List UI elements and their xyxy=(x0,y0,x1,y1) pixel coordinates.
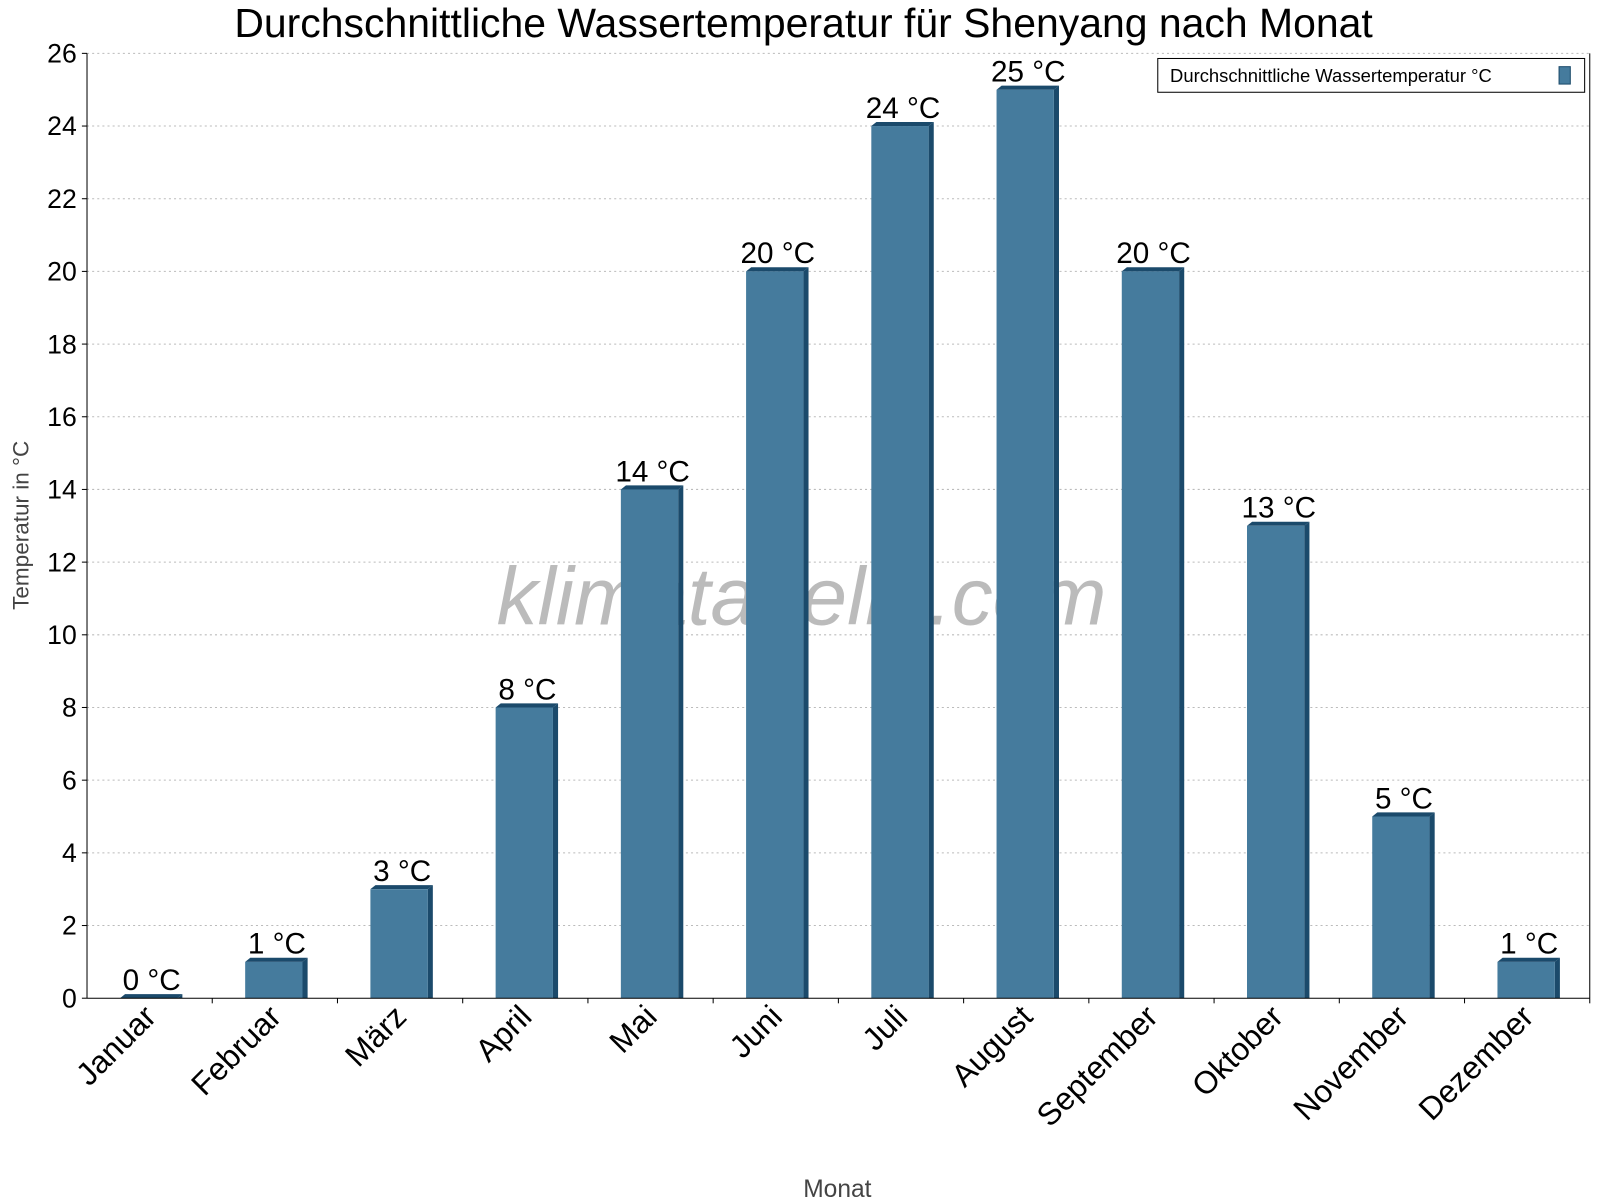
data-label: 25 °C xyxy=(991,56,1066,89)
bars: 0 °C 1 °C 3 °C 8 °C 14 °C 20 °C 24 °C 25 °C 20 °… xyxy=(119,56,1560,999)
bar xyxy=(495,707,553,999)
data-label: 13 °C xyxy=(1241,492,1316,525)
bar-top xyxy=(1497,957,1560,962)
bar-top xyxy=(871,121,934,127)
y-tick-label: 26 xyxy=(47,39,77,69)
bar xyxy=(1497,961,1555,999)
x-tick-label: Dezember xyxy=(1411,998,1540,1127)
bar-top xyxy=(370,885,433,890)
bar xyxy=(370,889,428,999)
bar xyxy=(1121,271,1180,999)
x-tick-label: August xyxy=(944,998,1039,1093)
bar-side xyxy=(928,121,934,999)
chart-title: Durchschnittliche Wassertemperatur für S… xyxy=(234,0,1373,46)
bar-side xyxy=(1179,267,1185,999)
x-tick-label: Oktober xyxy=(1185,998,1291,1104)
y-tick-label: 20 xyxy=(47,257,77,287)
data-label: 14 °C xyxy=(615,455,690,488)
legend: Durchschnittliche Wassertemperatur °C xyxy=(1157,57,1586,93)
bar-side xyxy=(1053,85,1059,999)
bar-side xyxy=(552,703,559,999)
y-tick-label: 24 xyxy=(47,111,77,141)
x-tick-label: November xyxy=(1286,998,1415,1127)
bar xyxy=(871,126,929,999)
y-tick-label: 12 xyxy=(47,547,77,577)
bar-side xyxy=(302,957,308,999)
y-tick-label: 2 xyxy=(62,911,77,941)
y-tick-label: 6 xyxy=(62,765,77,795)
bar-top xyxy=(620,485,684,490)
x-tick-label: Januar xyxy=(69,998,163,1092)
bar xyxy=(620,489,679,999)
x-tick-label: Juni xyxy=(722,998,789,1065)
y-tick-label: 0 xyxy=(62,983,77,1013)
data-label: 3 °C xyxy=(373,855,431,888)
bar-side xyxy=(678,485,684,999)
data-label: 20 °C xyxy=(1116,237,1191,270)
y-tick-label: 16 xyxy=(47,402,77,432)
bar-side xyxy=(803,267,809,999)
y-axis-label: Temperatur in °C xyxy=(9,441,34,610)
y-tick-label: 4 xyxy=(62,838,77,868)
bar-top xyxy=(119,994,183,999)
x-tick-label: Mai xyxy=(602,998,664,1060)
bar-top xyxy=(495,703,559,708)
y-tick-label: 18 xyxy=(47,329,77,359)
bar xyxy=(1372,816,1430,999)
x-tick-label: April xyxy=(468,998,538,1068)
bar xyxy=(746,271,804,999)
x-tick-label: September xyxy=(1029,998,1164,1133)
data-label: 24 °C xyxy=(866,92,941,125)
y-tick-label: 14 xyxy=(47,475,77,505)
bar-top xyxy=(1372,812,1435,817)
bar-top xyxy=(996,85,1059,90)
x-tick-label: Juli xyxy=(855,998,914,1057)
data-label: 0 °C xyxy=(123,964,181,997)
x-tick-label: März xyxy=(338,998,413,1073)
bar xyxy=(996,89,1054,999)
legend-label: Durchschnittliche Wassertemperatur °C xyxy=(1170,65,1492,86)
bar-top xyxy=(1247,521,1310,526)
x-tick-label: Februar xyxy=(184,998,288,1102)
data-label: 1 °C xyxy=(248,928,306,961)
gridlines xyxy=(87,52,1590,927)
x-axis-label: Monat xyxy=(803,1176,871,1200)
bar-side xyxy=(1429,812,1435,999)
bar-top xyxy=(1121,267,1185,272)
y-tick-label: 10 xyxy=(47,620,77,650)
data-label: 1 °C xyxy=(1500,928,1558,961)
data-label: 20 °C xyxy=(741,237,816,270)
bar-side xyxy=(1304,521,1310,999)
bar-top xyxy=(746,267,809,272)
data-label: 8 °C xyxy=(498,673,556,706)
y-tick-label: 22 xyxy=(47,184,77,214)
bar-top xyxy=(245,957,308,962)
legend-swatch xyxy=(1558,66,1571,85)
bar-side xyxy=(427,885,433,999)
bar xyxy=(1247,525,1305,999)
bar xyxy=(245,961,303,999)
y-tick-label: 8 xyxy=(62,693,77,723)
data-label: 5 °C xyxy=(1375,782,1433,815)
bar-side xyxy=(1554,957,1560,999)
